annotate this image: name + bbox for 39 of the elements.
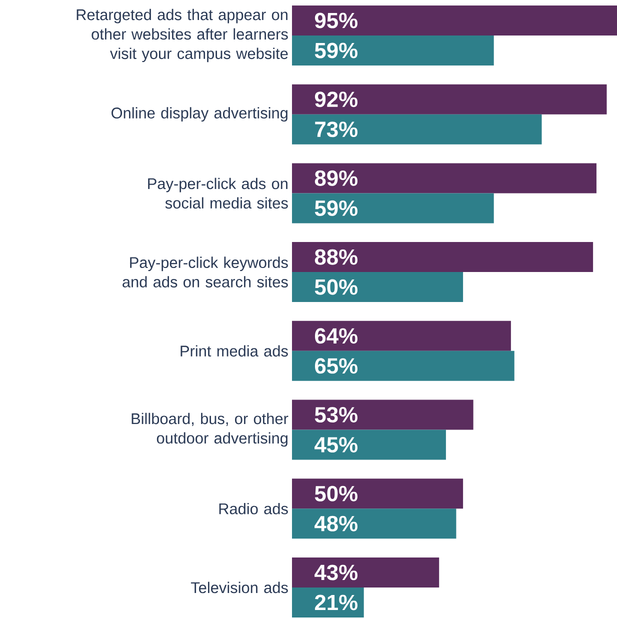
bar	[292, 400, 474, 430]
bar	[292, 508, 456, 539]
y-tick-label: Print media ads	[180, 345, 288, 357]
y-tick-label: Billboard, bus, or other outdoor advertising	[132, 412, 288, 447]
bar	[292, 163, 596, 194]
data-label: 73%	[315, 122, 358, 138]
data-label: 95%	[314, 12, 358, 28]
data-label: 48%	[314, 516, 358, 532]
bar	[292, 193, 494, 224]
data-label: 89%	[314, 170, 358, 186]
y-tick-label: Retargeted ads that appear on other websites after learners visit your campus website	[76, 8, 288, 62]
bar	[292, 430, 446, 460]
bar	[292, 35, 494, 66]
bar	[292, 5, 617, 36]
data-label: 65%	[314, 358, 358, 374]
bar	[292, 242, 594, 272]
bar	[292, 114, 542, 144]
bar	[292, 272, 464, 302]
data-label: 53%	[314, 406, 358, 423]
data-label: 21%	[314, 594, 358, 610]
data-label: 45%	[314, 437, 358, 452]
data-label: 88%	[314, 249, 358, 265]
bar	[292, 350, 514, 381]
data-label: 43%	[314, 564, 358, 580]
y-tick-label: Radio ads	[219, 502, 288, 514]
data-label: 92%	[314, 92, 358, 108]
data-label: 59%	[314, 42, 358, 58]
y-tick-label: Online display advertising	[112, 107, 288, 122]
data-label: 59%	[314, 200, 358, 216]
y-tick-label: Pay-per-click ads on social media sites	[148, 178, 288, 209]
y-tick-label: Pay-per-click keywords and ads on search sites	[122, 256, 288, 288]
bar	[292, 478, 464, 509]
bar	[292, 84, 607, 114]
bar	[292, 320, 511, 351]
data-label: 64%	[314, 328, 358, 344]
data-label: 50%	[314, 486, 358, 502]
y-tick-label: Television ads	[190, 582, 288, 594]
bar	[292, 557, 440, 588]
data-label: 50%	[314, 279, 358, 295]
